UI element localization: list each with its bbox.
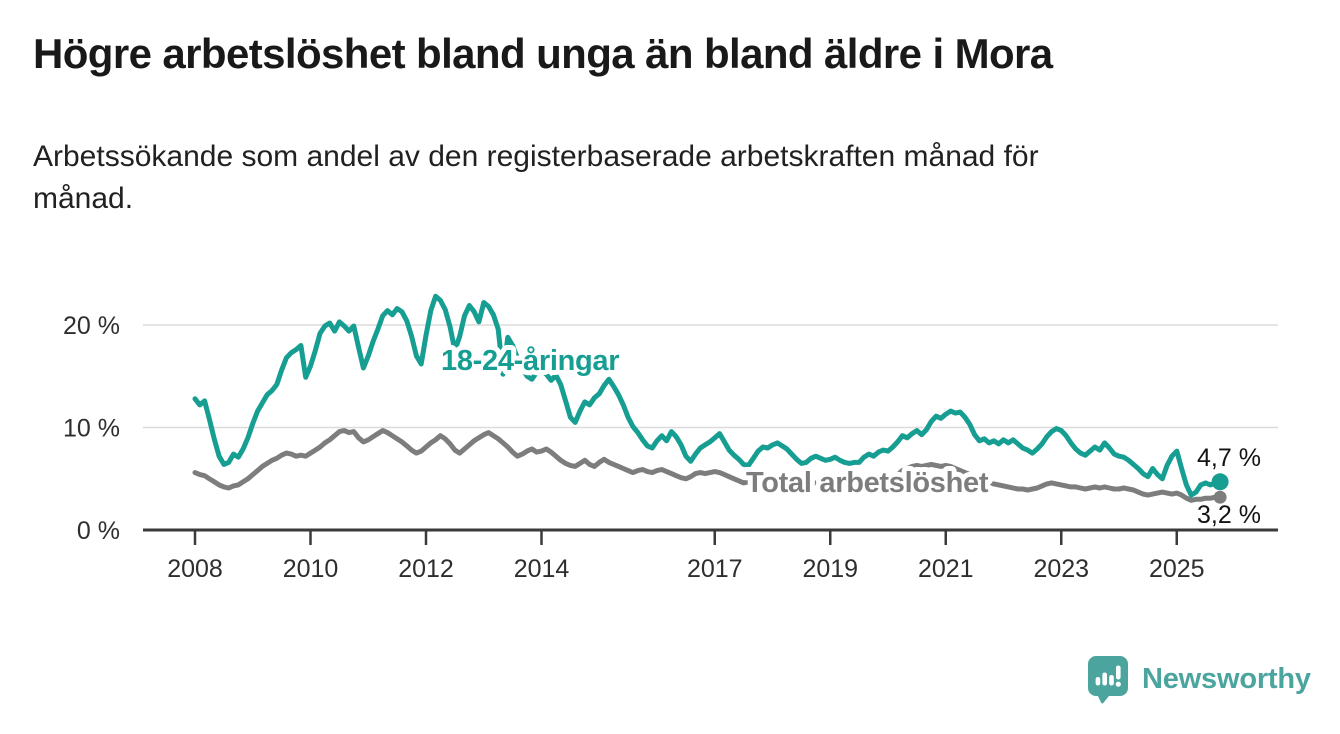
- end-value-youth: 4,7 %: [1197, 444, 1261, 472]
- end-dot-total: [1213, 490, 1227, 504]
- end-dots: [1211, 473, 1229, 504]
- series-labels: 18-24-åringar Total arbetslöshet: [436, 340, 994, 504]
- x-axis-tick-label: 2017: [687, 555, 743, 583]
- y-axis-tick-label: 10 %: [63, 415, 120, 443]
- chart-subtitle: Arbetssökande som andel av den registerb…: [33, 136, 1039, 220]
- end-dot-youth: [1211, 473, 1229, 491]
- line-series-youth: [192, 293, 1223, 498]
- line-series-total: [192, 428, 1223, 503]
- brand-name: Newsworthy: [1142, 662, 1311, 695]
- x-axis-tick-label: 2025: [1149, 555, 1205, 583]
- series-lines: [192, 293, 1223, 503]
- bar-chart-speech-bubble-icon: [1088, 656, 1128, 704]
- newsworthy-logo[interactable]: Newsworthy: [1086, 654, 1311, 704]
- x-axis-tick-label: 2010: [283, 555, 339, 583]
- x-axis-tick-label: 2014: [514, 555, 570, 583]
- x-axis-tick-label: 2021: [918, 555, 974, 583]
- gridlines: 0 % 10 % 20 %: [63, 312, 1278, 545]
- x-axis-tick-label: 2012: [398, 555, 454, 583]
- x-axis: 2008 2010 2012 2014 2017 2019 2021 2023 2025: [167, 531, 1205, 583]
- series-label-total: Total arbetslöshet: [746, 467, 989, 499]
- x-axis-tick-label: 2008: [167, 555, 223, 583]
- chart-subtitle-line-2: månad.: [33, 182, 134, 215]
- end-value-total: 3,2 %: [1197, 501, 1261, 529]
- end-value-labels: 4,7 % 3,2 %: [1197, 444, 1261, 529]
- y-axis-tick-label: 20 %: [63, 312, 120, 340]
- series-label-youth: 18-24-åringar: [441, 345, 619, 377]
- y-axis-tick-label: 0 %: [77, 517, 120, 545]
- x-axis-tick-label: 2023: [1033, 555, 1089, 583]
- chart-subtitle-line-1: Arbetssökande som andel av den registerb…: [33, 140, 1039, 173]
- x-axis-tick-label: 2019: [802, 555, 858, 583]
- page-title: Högre arbetslöshet bland unga än bland ä…: [33, 30, 1053, 77]
